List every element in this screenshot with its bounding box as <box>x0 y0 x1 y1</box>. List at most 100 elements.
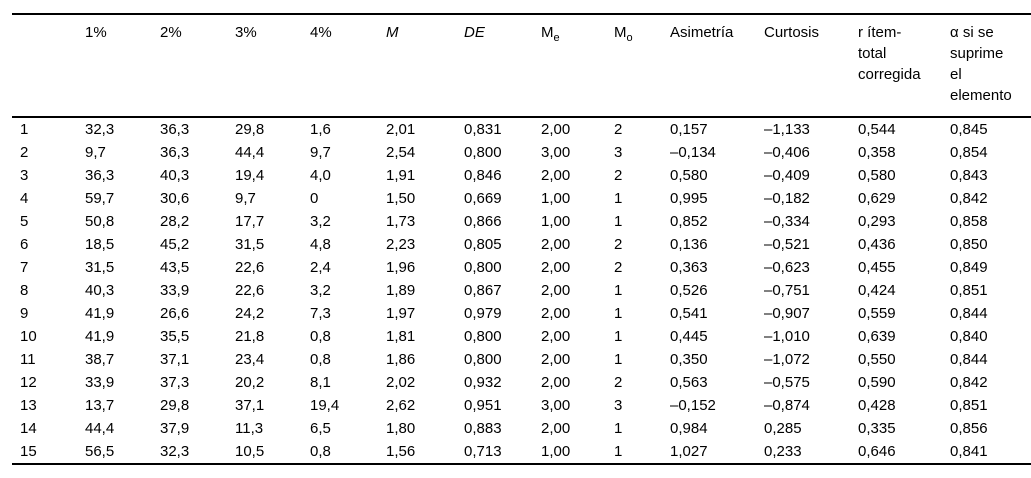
header-cell-pct-1: 1% <box>85 24 107 41</box>
table-row: 15 56,5 32,3 10,5 0,8 1,56 0,713 1,00 1 1,027 0,23… <box>12 440 1031 464</box>
table-cell-desviacion: 0,831 <box>464 121 502 138</box>
table-cell-pct-2: 36,3 <box>160 121 190 138</box>
header-row: 1% 2% 3% 4% M DE Me Mo Asimetría Curtosis r ítem-t… <box>12 14 1031 117</box>
table-cell-pct-1: 9,7 <box>85 144 106 161</box>
table-cell-alfa-si-suprime: 0,841 <box>950 443 988 460</box>
table-cell-pct-1: 18,5 <box>85 236 115 253</box>
table-cell-asimetria: 0,445 <box>670 328 708 345</box>
table-cell-alfa-si-suprime: 0,840 <box>950 328 988 345</box>
table-cell-pct-3: 10,5 <box>235 443 265 460</box>
table-cell-media: 1,86 <box>386 351 416 368</box>
table-cell-asimetria: 0,363 <box>670 259 708 276</box>
table-cell-pct-1: 41,9 <box>85 305 115 322</box>
table-cell-pct-1: 33,9 <box>85 374 115 391</box>
table-cell-curtosis: –1,072 <box>764 351 810 368</box>
table-cell-asimetria: –0,152 <box>670 397 716 414</box>
table-cell-pct-4: 0,8 <box>310 351 331 368</box>
table-cell-alfa-si-suprime: 0,850 <box>950 236 988 253</box>
table-cell-asimetria: 0,852 <box>670 213 708 230</box>
paper-table-page: 1% 2% 3% 4% M DE Me Mo Asimetría Curtosis r ítem-t… <box>0 13 1031 478</box>
table-cell-media: 1,73 <box>386 213 416 230</box>
header-cell-item <box>12 14 77 117</box>
table-cell-moda: 2 <box>614 374 623 391</box>
header-cell-pct-2: 2% <box>160 24 182 41</box>
table-cell-pct-2: 28,2 <box>160 213 190 230</box>
table-cell-asimetria: 0,995 <box>670 190 708 207</box>
table-cell-media: 1,89 <box>386 282 416 299</box>
table-cell-pct-2: 37,9 <box>160 420 190 437</box>
table-cell-moda: 2 <box>614 236 623 253</box>
table-cell-pct-4: 6,5 <box>310 420 331 437</box>
table-cell-mediana: 2,00 <box>541 374 571 391</box>
table-cell-pct-1: 59,7 <box>85 190 115 207</box>
table-cell-pct-4: 0 <box>310 190 319 207</box>
table-cell-r-item-total: 0,580 <box>858 167 896 184</box>
table-cell-item: 8 <box>20 282 29 299</box>
table-cell-mediana: 2,00 <box>541 420 571 437</box>
table-row: 10 41,9 35,5 21,8 0,8 1,81 0,800 2,00 1 0,445 –1,0… <box>12 325 1031 348</box>
table-cell-pct-1: 44,4 <box>85 420 115 437</box>
table-cell-curtosis: –0,575 <box>764 374 810 391</box>
table-cell-pct-3: 22,6 <box>235 282 265 299</box>
table-cell-media: 2,62 <box>386 397 416 414</box>
table-cell-pct-1: 13,7 <box>85 397 115 414</box>
table-cell-curtosis: –0,334 <box>764 213 810 230</box>
table-cell-media: 1,81 <box>386 328 416 345</box>
table-cell-pct-4: 2,4 <box>310 259 331 276</box>
table-cell-moda: 2 <box>614 121 623 138</box>
table-cell-pct-2: 37,3 <box>160 374 190 391</box>
table-cell-pct-1: 36,3 <box>85 167 115 184</box>
table-cell-r-item-total: 0,629 <box>858 190 896 207</box>
table-cell-alfa-si-suprime: 0,849 <box>950 259 988 276</box>
table-cell-pct-4: 9,7 <box>310 144 331 161</box>
table-cell-item: 6 <box>20 236 29 253</box>
table-cell-pct-4: 8,1 <box>310 374 331 391</box>
table-cell-media: 1,96 <box>386 259 416 276</box>
table-cell-r-item-total: 0,436 <box>858 236 896 253</box>
table-cell-asimetria: 1,027 <box>670 443 708 460</box>
table-cell-pct-1: 32,3 <box>85 121 115 138</box>
header-cell-curtosis: Curtosis <box>764 24 820 41</box>
table-cell-mediana: 1,00 <box>541 190 571 207</box>
table-cell-item: 1 <box>20 121 29 138</box>
header-cell-r-item-total: r ítem-total corregida <box>858 24 921 83</box>
table-cell-pct-3: 23,4 <box>235 351 265 368</box>
item-statistics-table: 1% 2% 3% 4% M DE Me Mo Asimetría Curtosis r ítem-t… <box>12 13 1031 465</box>
table-cell-pct-4: 0,8 <box>310 328 331 345</box>
table-cell-desviacion: 0,932 <box>464 374 502 391</box>
table-cell-asimetria: 0,580 <box>670 167 708 184</box>
table-cell-asimetria: 0,541 <box>670 305 708 322</box>
table-cell-alfa-si-suprime: 0,845 <box>950 121 988 138</box>
table-cell-curtosis: 0,285 <box>764 420 802 437</box>
table-cell-item: 4 <box>20 190 29 207</box>
table-cell-moda: 1 <box>614 328 623 345</box>
table-row: 13 13,7 29,8 37,1 19,4 2,62 0,951 3,00 3 –0,152 –0… <box>12 394 1031 417</box>
table-row: 3 36,3 40,3 19,4 4,0 1,91 0,846 2,00 2 0,580 –0,40… <box>12 164 1031 187</box>
table-cell-alfa-si-suprime: 0,858 <box>950 213 988 230</box>
table-cell-desviacion: 0,800 <box>464 144 502 161</box>
table-cell-item: 13 <box>20 397 37 414</box>
table-cell-pct-4: 0,8 <box>310 443 331 460</box>
table-cell-media: 1,50 <box>386 190 416 207</box>
table-row: 11 38,7 37,1 23,4 0,8 1,86 0,800 2,00 1 0,350 –1,0… <box>12 348 1031 371</box>
table-row: 1 32,3 36,3 29,8 1,6 2,01 0,831 2,00 2 0,157 –1,13… <box>12 117 1031 141</box>
table-cell-pct-3: 37,1 <box>235 397 265 414</box>
table-cell-alfa-si-suprime: 0,844 <box>950 305 988 322</box>
table-row: 12 33,9 37,3 20,2 8,1 2,02 0,932 2,00 2 0,563 –0,5… <box>12 371 1031 394</box>
table-row: 5 50,8 28,2 17,7 3,2 1,73 0,866 1,00 1 0,852 –0,33… <box>12 210 1031 233</box>
table-row: 4 59,7 30,6 9,7 0 1,50 0,669 1,00 1 0,995 –0,182 0,… <box>12 187 1031 210</box>
table-cell-pct-2: 37,1 <box>160 351 190 368</box>
table-cell-curtosis: –0,182 <box>764 190 810 207</box>
table-cell-pct-1: 56,5 <box>85 443 115 460</box>
table-cell-media: 2,02 <box>386 374 416 391</box>
table-cell-mediana: 2,00 <box>541 259 571 276</box>
header-cell-media: M <box>386 24 399 41</box>
table-row: 14 44,4 37,9 11,3 6,5 1,80 0,883 2,00 1 0,984 0,28… <box>12 417 1031 440</box>
table-cell-mediana: 2,00 <box>541 167 571 184</box>
table-cell-pct-1: 31,5 <box>85 259 115 276</box>
table-cell-mediana: 3,00 <box>541 144 571 161</box>
table-row: 6 18,5 45,2 31,5 4,8 2,23 0,805 2,00 2 0,136 –0,52… <box>12 233 1031 256</box>
table-cell-desviacion: 0,800 <box>464 351 502 368</box>
table-cell-pct-1: 40,3 <box>85 282 115 299</box>
table-cell-media: 1,91 <box>386 167 416 184</box>
